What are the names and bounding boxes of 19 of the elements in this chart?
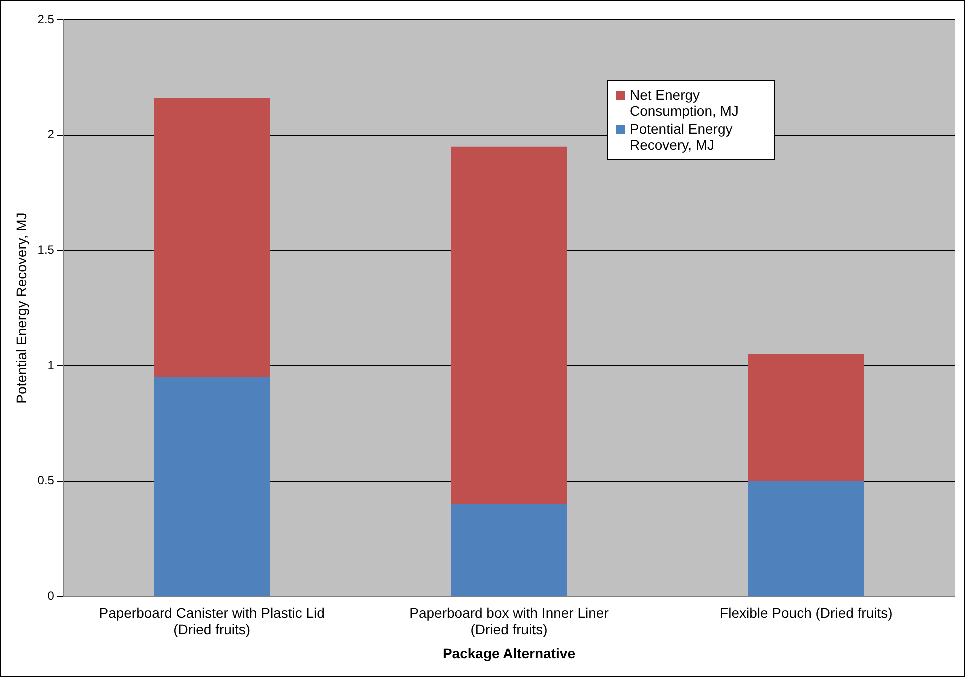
x-axis-title: Package Alternative — [442, 645, 576, 662]
bar — [748, 481, 864, 596]
bar — [154, 98, 270, 378]
y-tick-label: 0.5 — [38, 474, 55, 488]
y-tick-label: 2.5 — [38, 12, 55, 26]
bar — [748, 354, 864, 482]
bar — [154, 377, 270, 596]
legend-label: Potential Energy Recovery, MJ — [630, 121, 734, 153]
x-tick-label: Paperboard Canister with Plastic Lid (Dried fruits) — [99, 604, 325, 638]
x-tick-label: Paperboard box with Inner Liner (Dried fruits) — [410, 604, 610, 638]
y-axis-title: Potential Energy Recovery, MJ — [13, 212, 30, 404]
legend-label: Net Energy Consumption, MJ — [630, 87, 740, 119]
y-tick-label: 1.5 — [38, 242, 55, 257]
x-tick-label: Flexible Pouch (Dried fruits) — [720, 604, 893, 621]
bar — [451, 504, 568, 596]
y-tick-label: 1 — [48, 358, 55, 372]
y-tick-label: 2 — [48, 128, 55, 142]
bar — [451, 146, 568, 504]
y-tick-label: 0 — [48, 588, 55, 603]
